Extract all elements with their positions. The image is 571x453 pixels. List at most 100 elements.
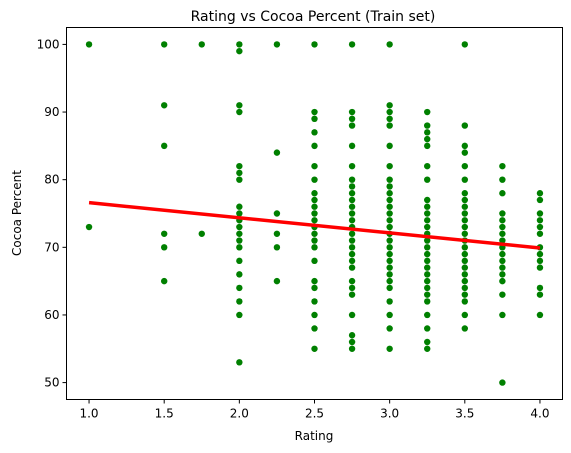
data-point — [499, 237, 506, 244]
y-tick-label: 50 — [44, 376, 59, 390]
data-point — [273, 230, 281, 237]
data-point — [461, 149, 469, 156]
data-point — [386, 257, 393, 265]
data-point — [311, 230, 318, 237]
data-point — [424, 210, 431, 217]
data-point — [311, 284, 318, 292]
data-point — [236, 203, 243, 210]
x-tick-label: 1.5 — [155, 407, 174, 421]
data-point — [386, 271, 393, 278]
data-point — [198, 41, 205, 48]
data-point — [386, 102, 393, 109]
data-point — [386, 223, 393, 231]
data-point — [311, 237, 318, 244]
data-point — [424, 237, 431, 244]
data-point — [424, 284, 431, 292]
data-point — [311, 190, 318, 197]
data-point — [424, 271, 431, 278]
data-point — [348, 217, 356, 224]
data-point — [499, 291, 506, 298]
data-point — [461, 203, 469, 210]
data-point — [536, 217, 544, 224]
x-axis: 1.0 1.5 2.0 2.5 3.0 3.5 4.0 — [79, 399, 550, 421]
data-point — [273, 210, 281, 217]
x-tick-label: 2.0 — [230, 407, 249, 421]
data-point — [348, 190, 356, 197]
data-point — [236, 257, 243, 265]
data-point — [386, 244, 393, 251]
data-point — [236, 298, 243, 305]
data-point — [311, 129, 318, 136]
data-point — [236, 244, 243, 251]
data-point — [311, 162, 318, 170]
data-point — [424, 122, 431, 129]
x-tick-label: 4.0 — [530, 407, 549, 421]
data-point — [236, 271, 243, 278]
data-point — [461, 257, 469, 265]
data-point — [85, 223, 93, 231]
data-point — [348, 142, 356, 150]
data-point — [461, 162, 469, 170]
data-point — [386, 311, 393, 319]
data-point — [311, 345, 318, 352]
data-point — [536, 210, 544, 217]
data-point — [348, 203, 356, 210]
data-point — [386, 108, 393, 116]
data-point — [311, 311, 318, 319]
data-point — [536, 284, 544, 292]
data-point — [499, 311, 506, 319]
x-tick-label: 3.5 — [455, 407, 474, 421]
data-point — [311, 257, 318, 265]
data-point — [386, 203, 393, 210]
data-point — [348, 122, 356, 129]
data-point — [348, 196, 356, 204]
data-point — [386, 176, 393, 183]
data-point — [461, 271, 469, 278]
data-point — [386, 115, 393, 123]
x-tick-label: 2.5 — [305, 407, 324, 421]
data-point — [160, 230, 168, 237]
data-point — [386, 122, 393, 129]
fit-line — [88, 200, 541, 250]
data-point — [236, 237, 243, 244]
data-point — [311, 203, 318, 210]
data-point — [424, 196, 431, 204]
data-point — [386, 210, 393, 217]
data-point — [499, 230, 506, 237]
y-axis-label: Cocoa Percent — [10, 170, 24, 256]
data-point — [236, 359, 243, 366]
data-point — [348, 108, 356, 116]
data-point — [348, 41, 356, 48]
data-point — [424, 162, 431, 170]
data-point — [311, 277, 318, 285]
data-point — [461, 217, 469, 224]
data-point — [236, 284, 243, 292]
data-point — [499, 257, 506, 265]
data-point — [85, 41, 93, 48]
data-point — [461, 190, 469, 197]
data-point — [424, 257, 431, 265]
data-point — [160, 244, 168, 251]
data-point — [236, 47, 243, 55]
data-point — [461, 298, 469, 305]
x-tick-label: 3.0 — [380, 407, 399, 421]
y-axis: 50 60 70 80 90 100 — [37, 37, 67, 390]
data-point — [536, 250, 544, 258]
data-point — [424, 311, 431, 319]
data-point — [348, 230, 356, 237]
data-point — [424, 203, 431, 210]
data-point — [348, 257, 356, 265]
data-point — [536, 223, 544, 231]
data-point — [424, 217, 431, 224]
data-point — [273, 41, 281, 48]
data-point — [536, 264, 544, 271]
data-point — [273, 277, 281, 285]
data-point — [386, 325, 393, 332]
data-point — [386, 277, 393, 285]
y-tick-label: 90 — [44, 105, 59, 119]
data-point — [236, 102, 243, 109]
data-point — [348, 264, 356, 271]
data-point — [348, 237, 356, 244]
